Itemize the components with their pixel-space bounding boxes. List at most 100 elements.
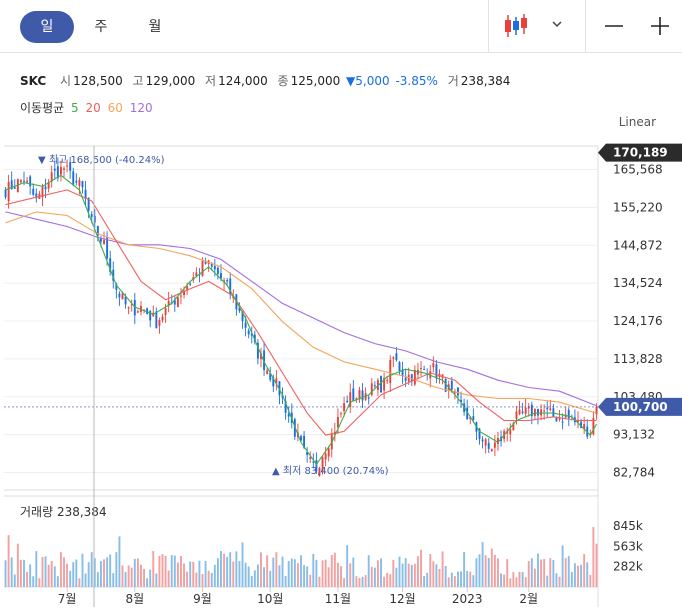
tab-weekly[interactable]: 주 <box>94 19 108 35</box>
chart-type-dropdown[interactable] <box>550 16 566 32</box>
volume-bar <box>457 571 459 587</box>
volume-bar <box>75 559 78 587</box>
moving-average-legend[interactable]: 이동평균 5 20 60 120 <box>20 99 156 116</box>
candle-body <box>564 414 567 418</box>
volume-bar <box>321 560 324 587</box>
candle-body <box>567 409 570 419</box>
ma120-line <box>5 211 597 407</box>
volume-bar <box>373 567 376 587</box>
candle-body <box>315 460 318 472</box>
candle-body <box>143 309 145 311</box>
volume-current-value: 238,384 <box>56 505 107 519</box>
volume-bar <box>124 572 127 587</box>
volume-bar <box>59 552 62 587</box>
volume-bar <box>213 564 216 587</box>
volume-bar <box>176 562 179 587</box>
candle-body <box>109 258 112 272</box>
candle-body <box>13 187 16 189</box>
volume-bar <box>472 575 475 587</box>
volume-bar <box>136 558 139 587</box>
candle-body <box>457 387 459 396</box>
volume-bar <box>435 564 438 587</box>
candle-body <box>201 260 204 276</box>
candle-body <box>260 353 262 360</box>
volume-bar <box>595 543 598 587</box>
volume-bar <box>370 566 373 587</box>
volume-bar <box>50 560 53 587</box>
candle-body <box>296 432 299 438</box>
volume-bar <box>312 553 315 587</box>
volume-bar <box>275 552 278 587</box>
scale-label[interactable]: Linear <box>619 115 656 129</box>
volume-bar <box>84 573 87 587</box>
candle-body <box>81 181 84 188</box>
x-tick-label: 7월 <box>58 592 77 606</box>
low-value: 124,000 <box>218 74 268 88</box>
volume-bar <box>118 536 121 587</box>
volume-bar <box>441 551 444 587</box>
volume-bar <box>164 555 167 587</box>
volume-bar <box>429 554 432 587</box>
candle-body <box>272 377 275 387</box>
volume-bar <box>195 572 198 587</box>
candle-body <box>521 411 524 414</box>
volume-bar <box>152 551 155 587</box>
volume-bar <box>244 562 247 587</box>
candle-body <box>429 371 432 379</box>
stock-symbol: SKC <box>20 74 47 88</box>
volume-bar <box>158 556 161 587</box>
candle-body <box>497 438 499 445</box>
volume-bar <box>383 576 386 587</box>
candle-body <box>592 418 595 435</box>
candle-body <box>189 283 192 285</box>
tab-daily[interactable]: 일 <box>20 11 74 43</box>
candle-body <box>552 408 555 418</box>
volume-label: 거 <box>447 74 459 88</box>
volume-bar <box>315 559 318 587</box>
candle-body <box>26 180 29 183</box>
candle-body <box>540 409 543 416</box>
candle-body <box>10 180 13 190</box>
volume-bar <box>130 567 133 587</box>
candle-body <box>155 311 158 329</box>
close-value: 125,000 <box>290 74 341 88</box>
volume-bar <box>293 559 296 587</box>
volume-bar <box>453 576 456 587</box>
volume-tick-label: 563k <box>613 539 643 553</box>
candle-body <box>7 181 10 202</box>
candle-body <box>493 442 496 448</box>
candle-body <box>444 378 447 392</box>
chart-type-button[interactable] <box>500 12 536 40</box>
volume-bar <box>515 577 518 587</box>
candle-body <box>229 278 232 294</box>
volume-bar <box>509 578 512 587</box>
candle-body <box>336 416 339 428</box>
candle-body <box>343 403 346 412</box>
volume-bar <box>44 556 47 587</box>
candle-body <box>133 299 136 316</box>
candle-body <box>413 369 416 385</box>
candle-body <box>484 439 487 446</box>
candle-body <box>41 186 44 198</box>
volume-bar <box>149 569 152 587</box>
candle-body <box>487 442 490 449</box>
zoom-in-button[interactable] <box>646 12 674 40</box>
y-tick-label: 93,132 <box>613 428 655 442</box>
zoom-out-button[interactable] <box>600 12 628 40</box>
volume-bar <box>41 556 44 587</box>
candle-body <box>364 393 367 400</box>
y-tick-label: 113,828 <box>613 352 663 366</box>
volume-bar <box>592 527 595 587</box>
candle-body <box>416 369 419 375</box>
candle-body <box>278 381 281 396</box>
volume-bar <box>173 555 176 587</box>
volume-bar <box>577 565 579 587</box>
candle-body <box>72 171 75 185</box>
volume-bar <box>573 563 576 587</box>
volume-bar <box>333 552 336 587</box>
volume-bar <box>410 564 413 587</box>
tab-monthly[interactable]: 월 <box>148 19 162 35</box>
candlestick-icon <box>505 14 527 37</box>
candle-body <box>472 416 475 420</box>
ma20-line <box>5 189 597 436</box>
